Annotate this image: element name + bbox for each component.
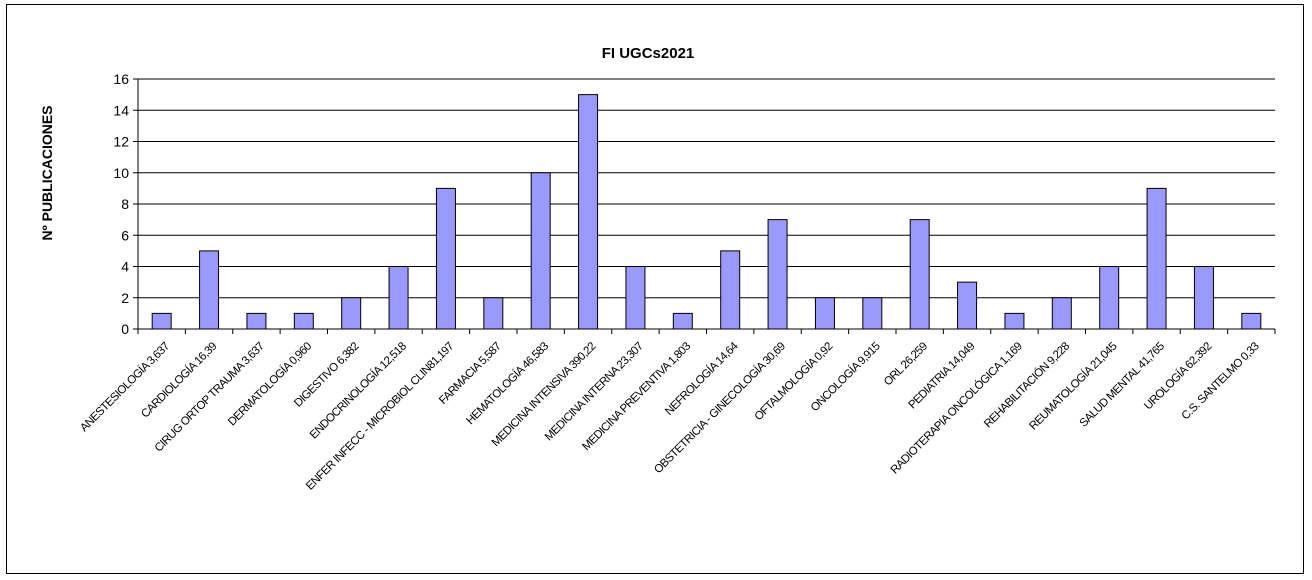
x-tick-label: HEMATOLOGÍA 46,583 — [464, 340, 551, 427]
bar — [672, 312, 693, 330]
y-tick-label: 12 — [113, 134, 129, 150]
y-tick-label: 10 — [113, 165, 129, 181]
y-tick-label: 16 — [113, 71, 129, 87]
y-axis-label: Nº PUBLICACIONES — [39, 105, 55, 240]
x-tick-label: REHABILITACIÓN 9,228 — [981, 340, 1072, 431]
bar — [246, 312, 267, 330]
bar — [199, 250, 220, 330]
bar — [388, 266, 409, 330]
x-tick-label: ORL 26,259 — [882, 340, 930, 388]
x-tick-label: MEDICINA INTERNA 23,307 — [543, 340, 646, 443]
y-tick-label: 2 — [121, 290, 129, 306]
bar — [1004, 312, 1025, 330]
y-tick-label: 14 — [113, 102, 129, 118]
axis-layer — [133, 78, 1276, 334]
bar — [530, 172, 551, 330]
x-tick-label: ENDOCRINOLOGÍA 12,518 — [307, 340, 409, 442]
bar — [578, 94, 599, 330]
x-tick-label: OFTALMOLOGÍA 0,92 — [752, 340, 835, 423]
bar-layer — [151, 94, 1262, 330]
x-tick-label: REUMATOLOGÍA 21,045 — [1027, 340, 1120, 433]
bar — [1146, 187, 1167, 330]
bar — [720, 250, 741, 330]
chart-frame — [6, 4, 1304, 574]
x-tick-label: C.S. SANTELMO 0,33 — [1180, 340, 1262, 422]
bar — [1241, 312, 1262, 330]
bar — [862, 297, 883, 330]
bar — [435, 187, 456, 330]
tick-layer: 0 2 4 6 8 10 12 14 16 — [113, 71, 129, 337]
bar — [625, 266, 646, 330]
bar — [293, 312, 314, 330]
x-tick-label: DERMATOLOGÍA 0,960 — [225, 340, 314, 429]
y-tick-label: 8 — [121, 196, 129, 212]
chart-title: FI UGCs2021 — [602, 45, 695, 62]
bar — [767, 219, 788, 330]
y-tick-label: 6 — [121, 227, 129, 243]
grid-layer — [138, 78, 1275, 299]
bar — [341, 297, 362, 330]
bar — [151, 312, 172, 330]
bar — [814, 297, 835, 330]
x-tick-label: SALUD MENTAL 41,765 — [1078, 341, 1167, 430]
bar — [957, 281, 978, 330]
y-tick-label: 0 — [121, 321, 129, 337]
bar — [1051, 297, 1072, 330]
bar — [483, 297, 504, 330]
x-tick-label: ANESTESIOLOGÍA 3,637 — [78, 340, 172, 434]
y-tick-label: 4 — [121, 259, 129, 275]
bar — [1099, 266, 1120, 330]
bar — [1193, 266, 1214, 330]
bar — [909, 219, 930, 330]
